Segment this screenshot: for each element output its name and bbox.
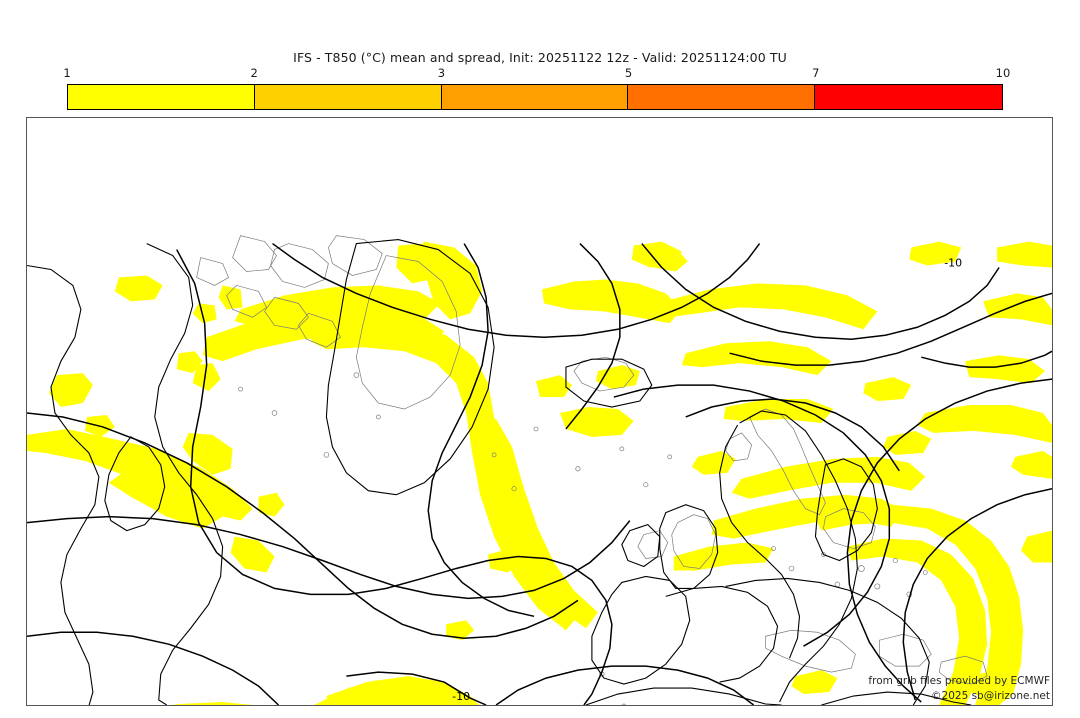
contour-label-group: -10 -10: [452, 257, 962, 704]
mean-temperature-contours: [27, 242, 1052, 705]
contour-label-minus10-right: -10: [944, 257, 962, 270]
map-background: [27, 118, 1052, 705]
spread-colorbar: [67, 84, 1003, 110]
colorbar-segment-2-3: [254, 85, 442, 109]
coastlines-main: [27, 239, 972, 705]
contour-label-minus10-bottom: -10: [452, 690, 470, 703]
colorbar-tick-5: 5: [624, 66, 633, 80]
page-title: IFS - T850 (°C) mean and spread, Init: 2…: [293, 50, 787, 65]
colorbar-tick-1: 1: [63, 66, 71, 80]
colorbar-tick-3: 3: [437, 66, 446, 80]
colorbar-container: 1 2 3 5 7 10: [63, 66, 1010, 110]
colorbar-tick-2: 2: [250, 66, 258, 80]
colorbar-segment-1-2: [68, 85, 255, 109]
colorbar-tick-7: 7: [812, 66, 820, 80]
colorbar-tick-labels: 1 2 3 5 7 10: [63, 66, 1010, 82]
colorbar-tick-10: 10: [995, 66, 1011, 80]
colorbar-segment-7-10: [815, 85, 1002, 109]
map-graphics: -10 -10: [27, 118, 1052, 705]
coastlines-detail: [196, 235, 988, 705]
colorbar-segment-3-5: [441, 85, 629, 109]
colorbar-segment-5-7: [628, 85, 816, 109]
map-canvas[interactable]: -10 -10: [26, 117, 1053, 706]
